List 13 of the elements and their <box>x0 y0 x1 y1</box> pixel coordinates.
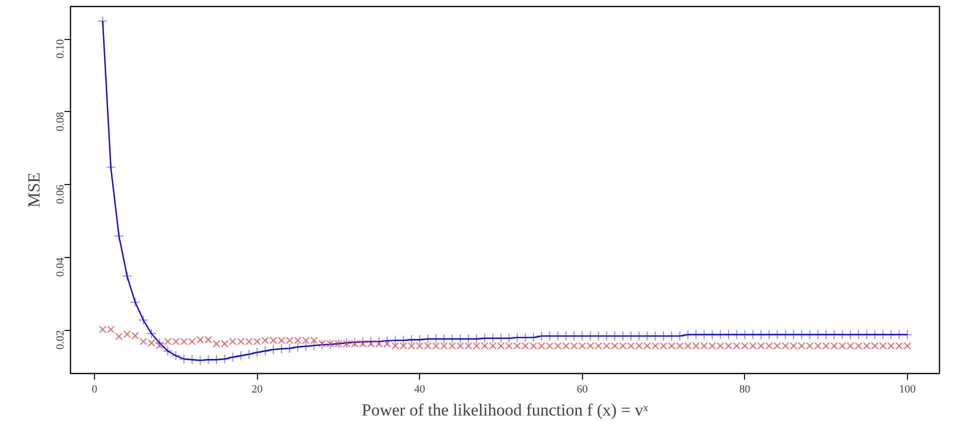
y-tick-label: 0.06 <box>54 184 66 204</box>
y-tick-label: 0.04 <box>54 256 66 277</box>
y-axis-title: MSE <box>24 172 44 208</box>
y-tick-label: 0.02 <box>54 330 66 350</box>
x-tick-label: 100 <box>899 384 916 396</box>
x-tick-label: 80 <box>739 384 751 396</box>
x-tick-label: 60 <box>576 384 588 396</box>
y-tick-label: 0.08 <box>54 111 66 132</box>
x-tick-label: 40 <box>414 384 426 396</box>
x-axis-title: Power of the likelihood function f (x) = vˣ <box>362 400 648 420</box>
x-tick-label: 0 <box>92 384 98 396</box>
y-tick-label: 0.10 <box>54 38 66 58</box>
x-tick-label: 20 <box>252 384 264 396</box>
